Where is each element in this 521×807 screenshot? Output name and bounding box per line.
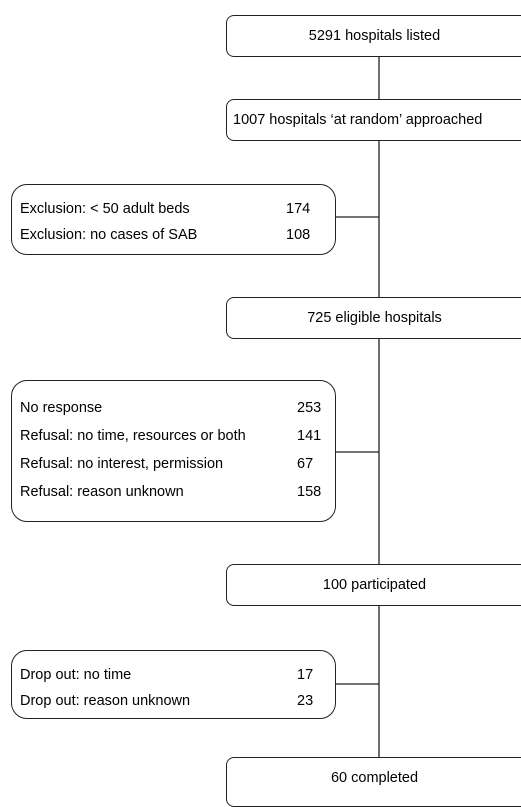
nonresponse-value: 158 xyxy=(297,484,322,500)
nonresponse-label: Refusal: reason unknown xyxy=(20,484,184,500)
exclusion-value: 108 xyxy=(286,227,311,243)
flow-box-completed-text: 60 completed xyxy=(330,770,419,786)
flow-box-eligible: 725 eligible hospitals xyxy=(226,297,521,339)
flow-box-approached: 1007 hospitals ‘at random’ approached xyxy=(226,99,521,141)
flow-box-participated-text: 100 participated xyxy=(322,577,427,593)
nonresponse-label: No response xyxy=(20,400,103,416)
flow-box-eligible-text: 725 eligible hospitals xyxy=(307,310,442,326)
exclusion-label: Exclusion: no cases of SAB xyxy=(20,227,198,243)
nonresponse-value: 67 xyxy=(297,456,314,472)
nonresponse-label: Refusal: no interest, permission xyxy=(20,456,224,472)
nonresponse-label: Refusal: no time, resources or both xyxy=(20,428,246,444)
nonresponse-box: No response 253 Refusal: no time, resour… xyxy=(11,380,336,522)
flow-box-participated: 100 participated xyxy=(226,564,521,606)
flow-box-approached-text: 1007 hospitals ‘at random’ approached xyxy=(233,112,483,128)
dropout-value: 17 xyxy=(297,667,314,683)
flow-box-listed: 5291 hospitals listed xyxy=(226,15,521,57)
dropouts-box: Drop out: no time 17 Drop out: reason un… xyxy=(11,650,336,719)
exclusions-box: Exclusion: < 50 adult beds 174 Exclusion… xyxy=(11,184,336,255)
exclusion-label: Exclusion: < 50 adult beds xyxy=(20,201,190,217)
nonresponse-value: 253 xyxy=(297,400,322,416)
dropout-label: Drop out: no time xyxy=(20,667,132,683)
nonresponse-value: 141 xyxy=(297,428,322,444)
flow-box-completed: 60 completed xyxy=(226,757,521,807)
flow-box-listed-text: 5291 hospitals listed xyxy=(308,28,441,44)
dropout-label: Drop out: reason unknown xyxy=(20,693,191,709)
dropout-value: 23 xyxy=(297,693,314,709)
exclusion-value: 174 xyxy=(286,201,311,217)
